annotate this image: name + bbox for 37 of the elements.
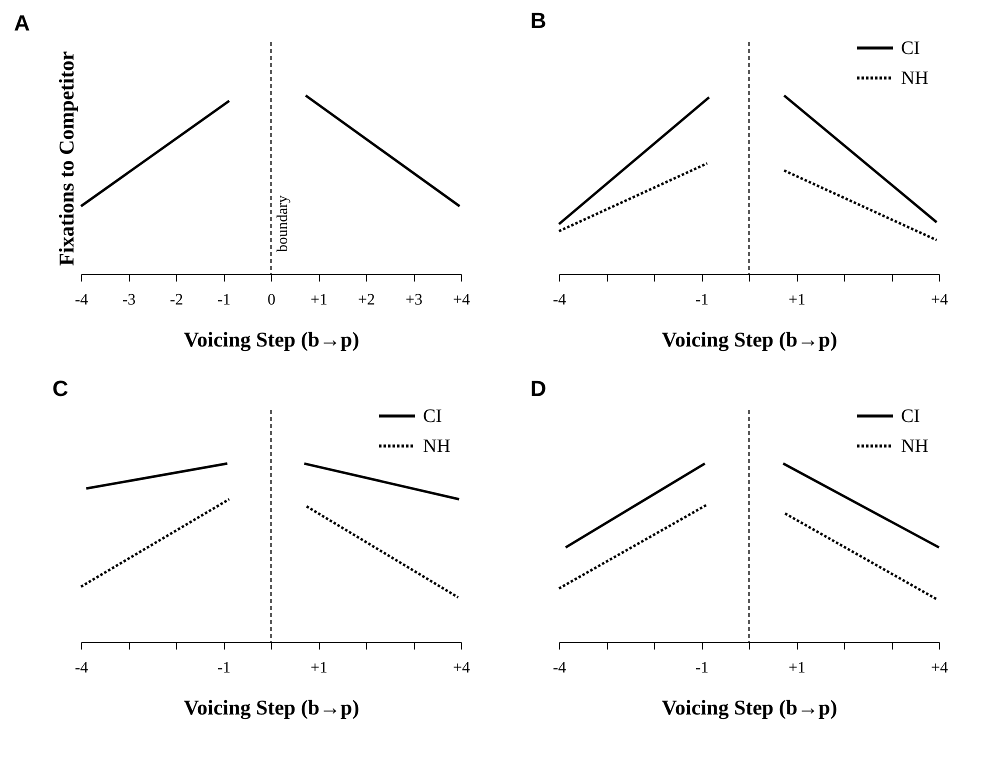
x-tick-label: +4 xyxy=(930,660,948,676)
x-axis-title: Voicing Step (b→p) xyxy=(662,328,838,352)
x-tick-label: -4 xyxy=(74,292,88,308)
x-tick-label: -1 xyxy=(217,660,231,676)
ref-line-label: boundary xyxy=(275,194,291,252)
x-tick-label: -2 xyxy=(170,292,184,308)
x-tick-label: -4 xyxy=(74,660,88,676)
x-tick-label: -4 xyxy=(552,660,566,676)
x-tick-label: +1 xyxy=(788,660,806,676)
x-axis-title: Voicing Step (b→p) xyxy=(184,328,360,352)
legend-label: CI xyxy=(901,38,920,59)
legend-label: CI xyxy=(901,406,920,427)
legend-label: NH xyxy=(901,68,929,89)
x-tick-label: +3 xyxy=(405,292,423,308)
x-tick-label: +4 xyxy=(452,292,470,308)
x-axis-title: Voicing Step (b→p) xyxy=(184,696,360,720)
x-tick-label: +2 xyxy=(358,292,376,308)
x-tick-label: -4 xyxy=(552,292,566,308)
x-tick-label: +4 xyxy=(930,292,948,308)
x-tick-label: -1 xyxy=(695,292,709,308)
x-tick-label: +1 xyxy=(310,660,328,676)
x-tick-label: 0 xyxy=(268,292,276,308)
x-axis-title: Voicing Step (b→p) xyxy=(662,696,838,720)
legend-label: NH xyxy=(423,436,451,457)
chart-title: C xyxy=(52,376,68,401)
legend-label: CI xyxy=(423,406,442,427)
x-tick-label: -1 xyxy=(695,660,709,676)
chart-title: A xyxy=(14,10,30,36)
chart-title: D xyxy=(530,376,546,401)
x-tick-label: -1 xyxy=(217,292,231,308)
legend-label: NH xyxy=(901,436,929,457)
x-tick-label: +1 xyxy=(788,292,806,308)
x-tick-label: -3 xyxy=(122,292,136,308)
x-tick-label: +4 xyxy=(452,660,470,676)
y-axis-title: Fixations to Competitor xyxy=(54,51,78,266)
x-tick-label: +1 xyxy=(310,292,328,308)
chart-title: B xyxy=(530,8,546,33)
